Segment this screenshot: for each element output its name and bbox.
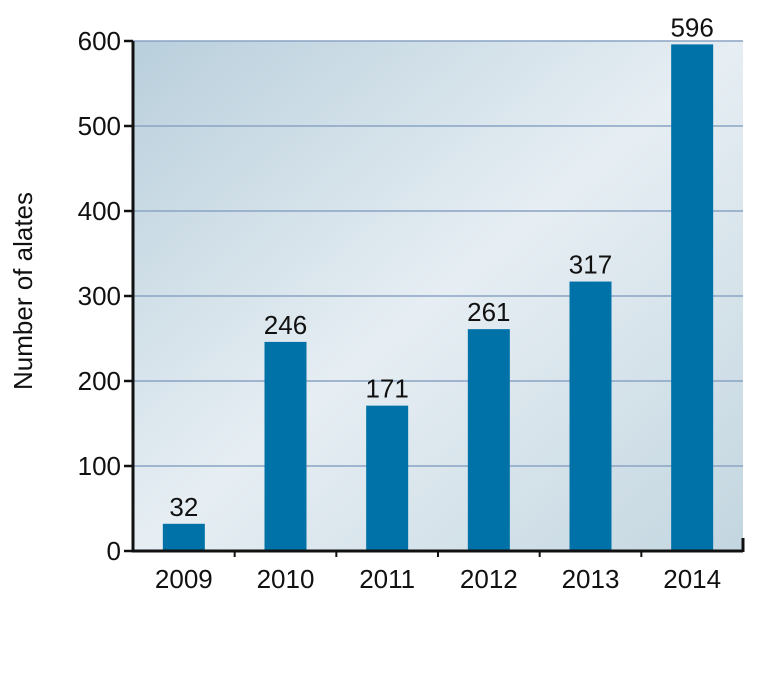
x-tick-label: 2014 xyxy=(663,564,721,594)
bar-2009 xyxy=(162,523,205,551)
y-axis-title: Number of alates xyxy=(8,192,38,390)
y-tick-label: 400 xyxy=(78,196,121,226)
x-tick-label: 2010 xyxy=(257,564,315,594)
x-tick-label: 2009 xyxy=(155,564,213,594)
data-label-2011: 171 xyxy=(365,374,408,404)
gridlines xyxy=(133,40,743,467)
y-tick-label: 300 xyxy=(78,281,121,311)
data-label-2009: 32 xyxy=(169,492,198,522)
data-label-2010: 246 xyxy=(264,310,307,340)
y-tick-label: 200 xyxy=(78,366,121,396)
y-tick-label: 100 xyxy=(78,451,121,481)
data-labels: 32 246 171 261 317 596 xyxy=(169,12,713,521)
y-axis-ticks: 0 100 200 300 400 500 600 xyxy=(78,26,133,566)
x-tick-label: 2011 xyxy=(359,564,415,594)
y-tick-label: 600 xyxy=(78,26,121,56)
bar-2012 xyxy=(467,329,510,551)
bar-2013 xyxy=(569,281,612,551)
bar-2010 xyxy=(264,341,307,551)
y-tick-label: 0 xyxy=(107,536,121,566)
x-axis-ticks: 2009 2010 2011 2012 2013 2014 xyxy=(155,550,721,594)
bar-2014 xyxy=(671,44,714,552)
data-label-2012: 261 xyxy=(467,297,510,327)
bars xyxy=(162,44,714,552)
bar-2011 xyxy=(366,405,409,551)
y-tick-label: 500 xyxy=(78,111,121,141)
data-label-2013: 317 xyxy=(569,250,612,280)
data-label-2014: 596 xyxy=(670,12,713,42)
x-tick-label: 2012 xyxy=(460,564,518,594)
x-tick-label: 2013 xyxy=(562,564,620,594)
